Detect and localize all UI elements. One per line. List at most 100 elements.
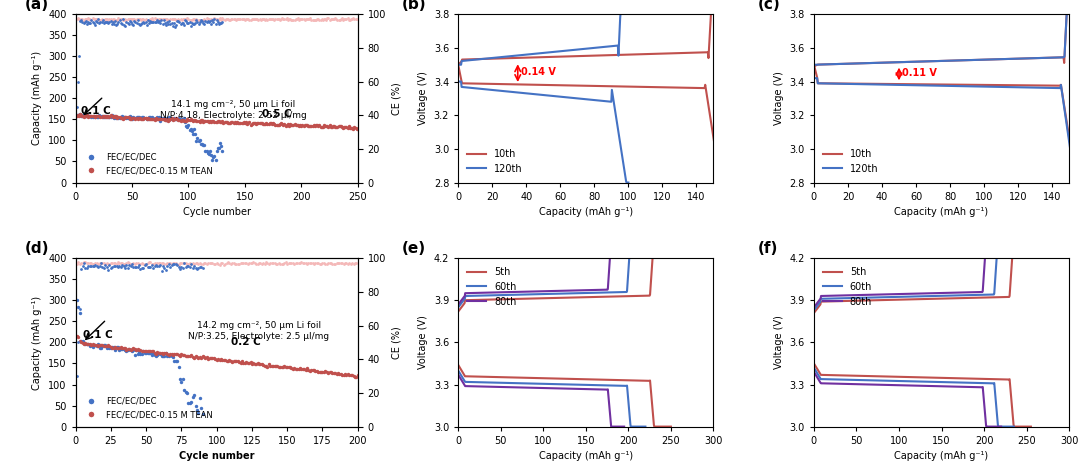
Point	[151, 115, 168, 123]
Point	[183, 399, 200, 406]
Point	[85, 341, 103, 348]
Point	[339, 14, 356, 22]
Point	[117, 23, 134, 30]
Point	[315, 122, 333, 129]
Point	[127, 19, 145, 27]
Text: 0.1 C: 0.1 C	[81, 106, 111, 116]
Point	[216, 260, 233, 268]
Point	[156, 16, 173, 23]
Point	[237, 359, 254, 366]
Point	[134, 115, 151, 122]
Point	[269, 362, 286, 370]
Point	[235, 118, 253, 126]
Point	[163, 350, 180, 357]
Point	[147, 353, 164, 360]
Point	[208, 259, 226, 267]
Point	[206, 152, 224, 160]
Point	[312, 16, 329, 24]
Point	[117, 345, 134, 352]
Point	[200, 118, 217, 126]
Point	[199, 118, 216, 125]
Point	[279, 16, 296, 23]
Point	[191, 16, 208, 24]
Point	[215, 261, 232, 268]
Point	[97, 112, 114, 119]
Point	[185, 130, 202, 137]
Point	[93, 112, 110, 120]
Point	[200, 151, 217, 158]
X-axis label: Capacity (mAh g⁻¹): Capacity (mAh g⁻¹)	[894, 451, 988, 461]
Point	[147, 350, 164, 357]
Point	[159, 350, 176, 357]
Point	[129, 260, 146, 267]
Point	[119, 346, 136, 353]
Point	[91, 259, 108, 267]
Point	[224, 16, 241, 23]
Point	[113, 114, 131, 122]
Point	[121, 18, 138, 25]
Point	[292, 15, 309, 23]
Point	[90, 16, 107, 23]
Point	[119, 346, 136, 354]
Point	[131, 260, 148, 267]
Point	[215, 15, 232, 23]
Point	[134, 114, 151, 121]
Point	[102, 112, 119, 119]
Point	[276, 15, 294, 22]
Point	[318, 16, 335, 24]
Point	[301, 14, 319, 22]
Point	[243, 15, 260, 23]
Point	[165, 114, 183, 122]
Point	[176, 259, 193, 267]
Point	[320, 123, 337, 131]
Point	[143, 115, 160, 122]
Point	[181, 117, 199, 124]
Point	[126, 114, 144, 122]
Point	[100, 15, 118, 22]
Point	[225, 357, 242, 365]
Point	[246, 16, 264, 23]
Point	[226, 15, 243, 23]
Point	[122, 15, 139, 23]
Point	[187, 19, 204, 27]
Point	[170, 261, 187, 268]
Point	[259, 120, 276, 128]
Text: 0.2 C: 0.2 C	[231, 337, 260, 346]
Point	[108, 343, 125, 350]
Point	[285, 121, 302, 128]
Point	[199, 18, 216, 25]
Point	[161, 18, 178, 25]
Point	[114, 113, 132, 120]
Point	[99, 19, 117, 27]
Point	[275, 259, 293, 267]
Point	[129, 115, 146, 123]
Point	[255, 259, 272, 267]
Point	[338, 123, 355, 130]
Point	[85, 19, 103, 27]
Point	[315, 368, 333, 375]
Point	[324, 370, 341, 377]
Point	[133, 20, 150, 27]
Point	[217, 118, 234, 126]
Point	[232, 15, 249, 23]
Point	[97, 16, 114, 23]
Point	[334, 259, 351, 266]
Point	[136, 114, 153, 122]
Point	[174, 260, 191, 267]
Point	[154, 350, 172, 358]
Point	[278, 258, 295, 266]
Point	[202, 15, 219, 23]
Point	[294, 365, 311, 373]
Point	[107, 17, 124, 25]
Point	[69, 15, 86, 22]
Point	[328, 123, 346, 130]
Point	[204, 354, 221, 362]
Point	[190, 409, 207, 417]
Point	[172, 259, 189, 267]
Point	[106, 20, 123, 27]
Point	[262, 119, 280, 127]
Point	[150, 15, 167, 23]
Point	[285, 365, 302, 372]
Point	[125, 346, 143, 354]
Point	[156, 15, 173, 23]
